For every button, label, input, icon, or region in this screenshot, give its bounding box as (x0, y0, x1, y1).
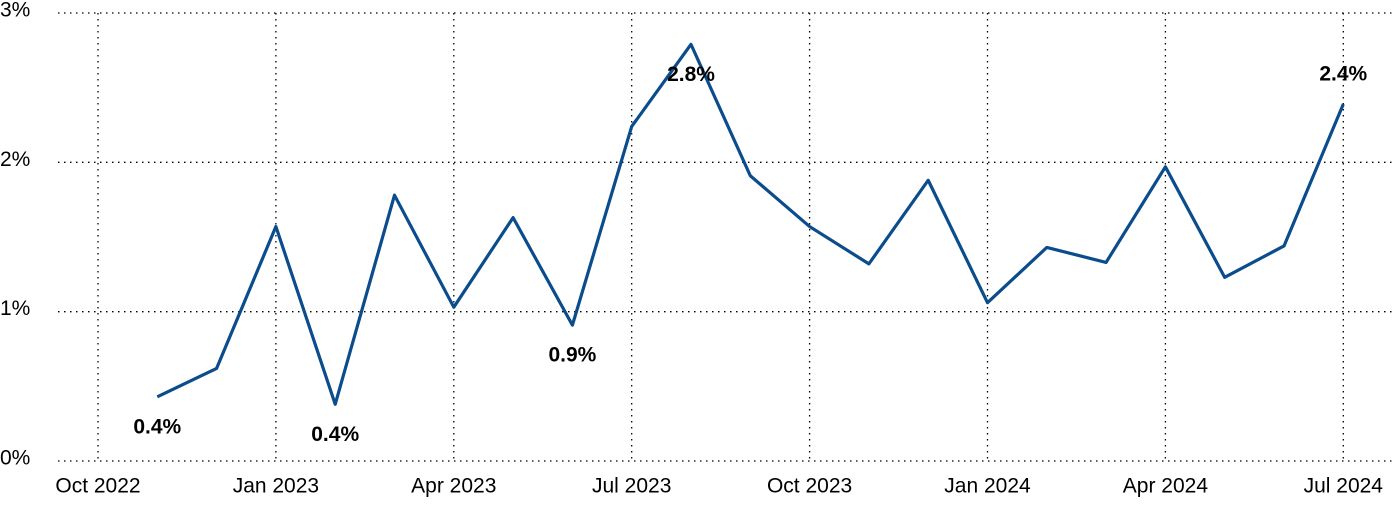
x-tick-label: Jan 2024 (944, 475, 1031, 498)
data-label: 0.4% (133, 415, 181, 438)
y-tick-label: 3% (0, 0, 30, 22)
x-tick-label: Apr 2023 (411, 475, 496, 498)
y-tick-label: 2% (0, 148, 30, 171)
y-tick-label: 1% (0, 297, 30, 320)
data-label: 0.9% (548, 344, 596, 367)
x-tick-label: Jan 2023 (233, 475, 319, 498)
y-tick-label: 0% (0, 447, 30, 470)
data-label: 2.8% (667, 63, 715, 86)
x-tick-label: Jul 2024 (1304, 475, 1384, 498)
line (156, 42, 1345, 406)
x-tick-label: Apr 2024 (1123, 475, 1209, 498)
x-tick-label: Jul 2023 (592, 475, 671, 498)
x-tick-label: Oct 2023 (767, 475, 852, 498)
data-label: 0.4% (311, 423, 359, 446)
x-tick-label: Oct 2022 (55, 475, 140, 498)
data-label: 2.4% (1319, 63, 1367, 86)
